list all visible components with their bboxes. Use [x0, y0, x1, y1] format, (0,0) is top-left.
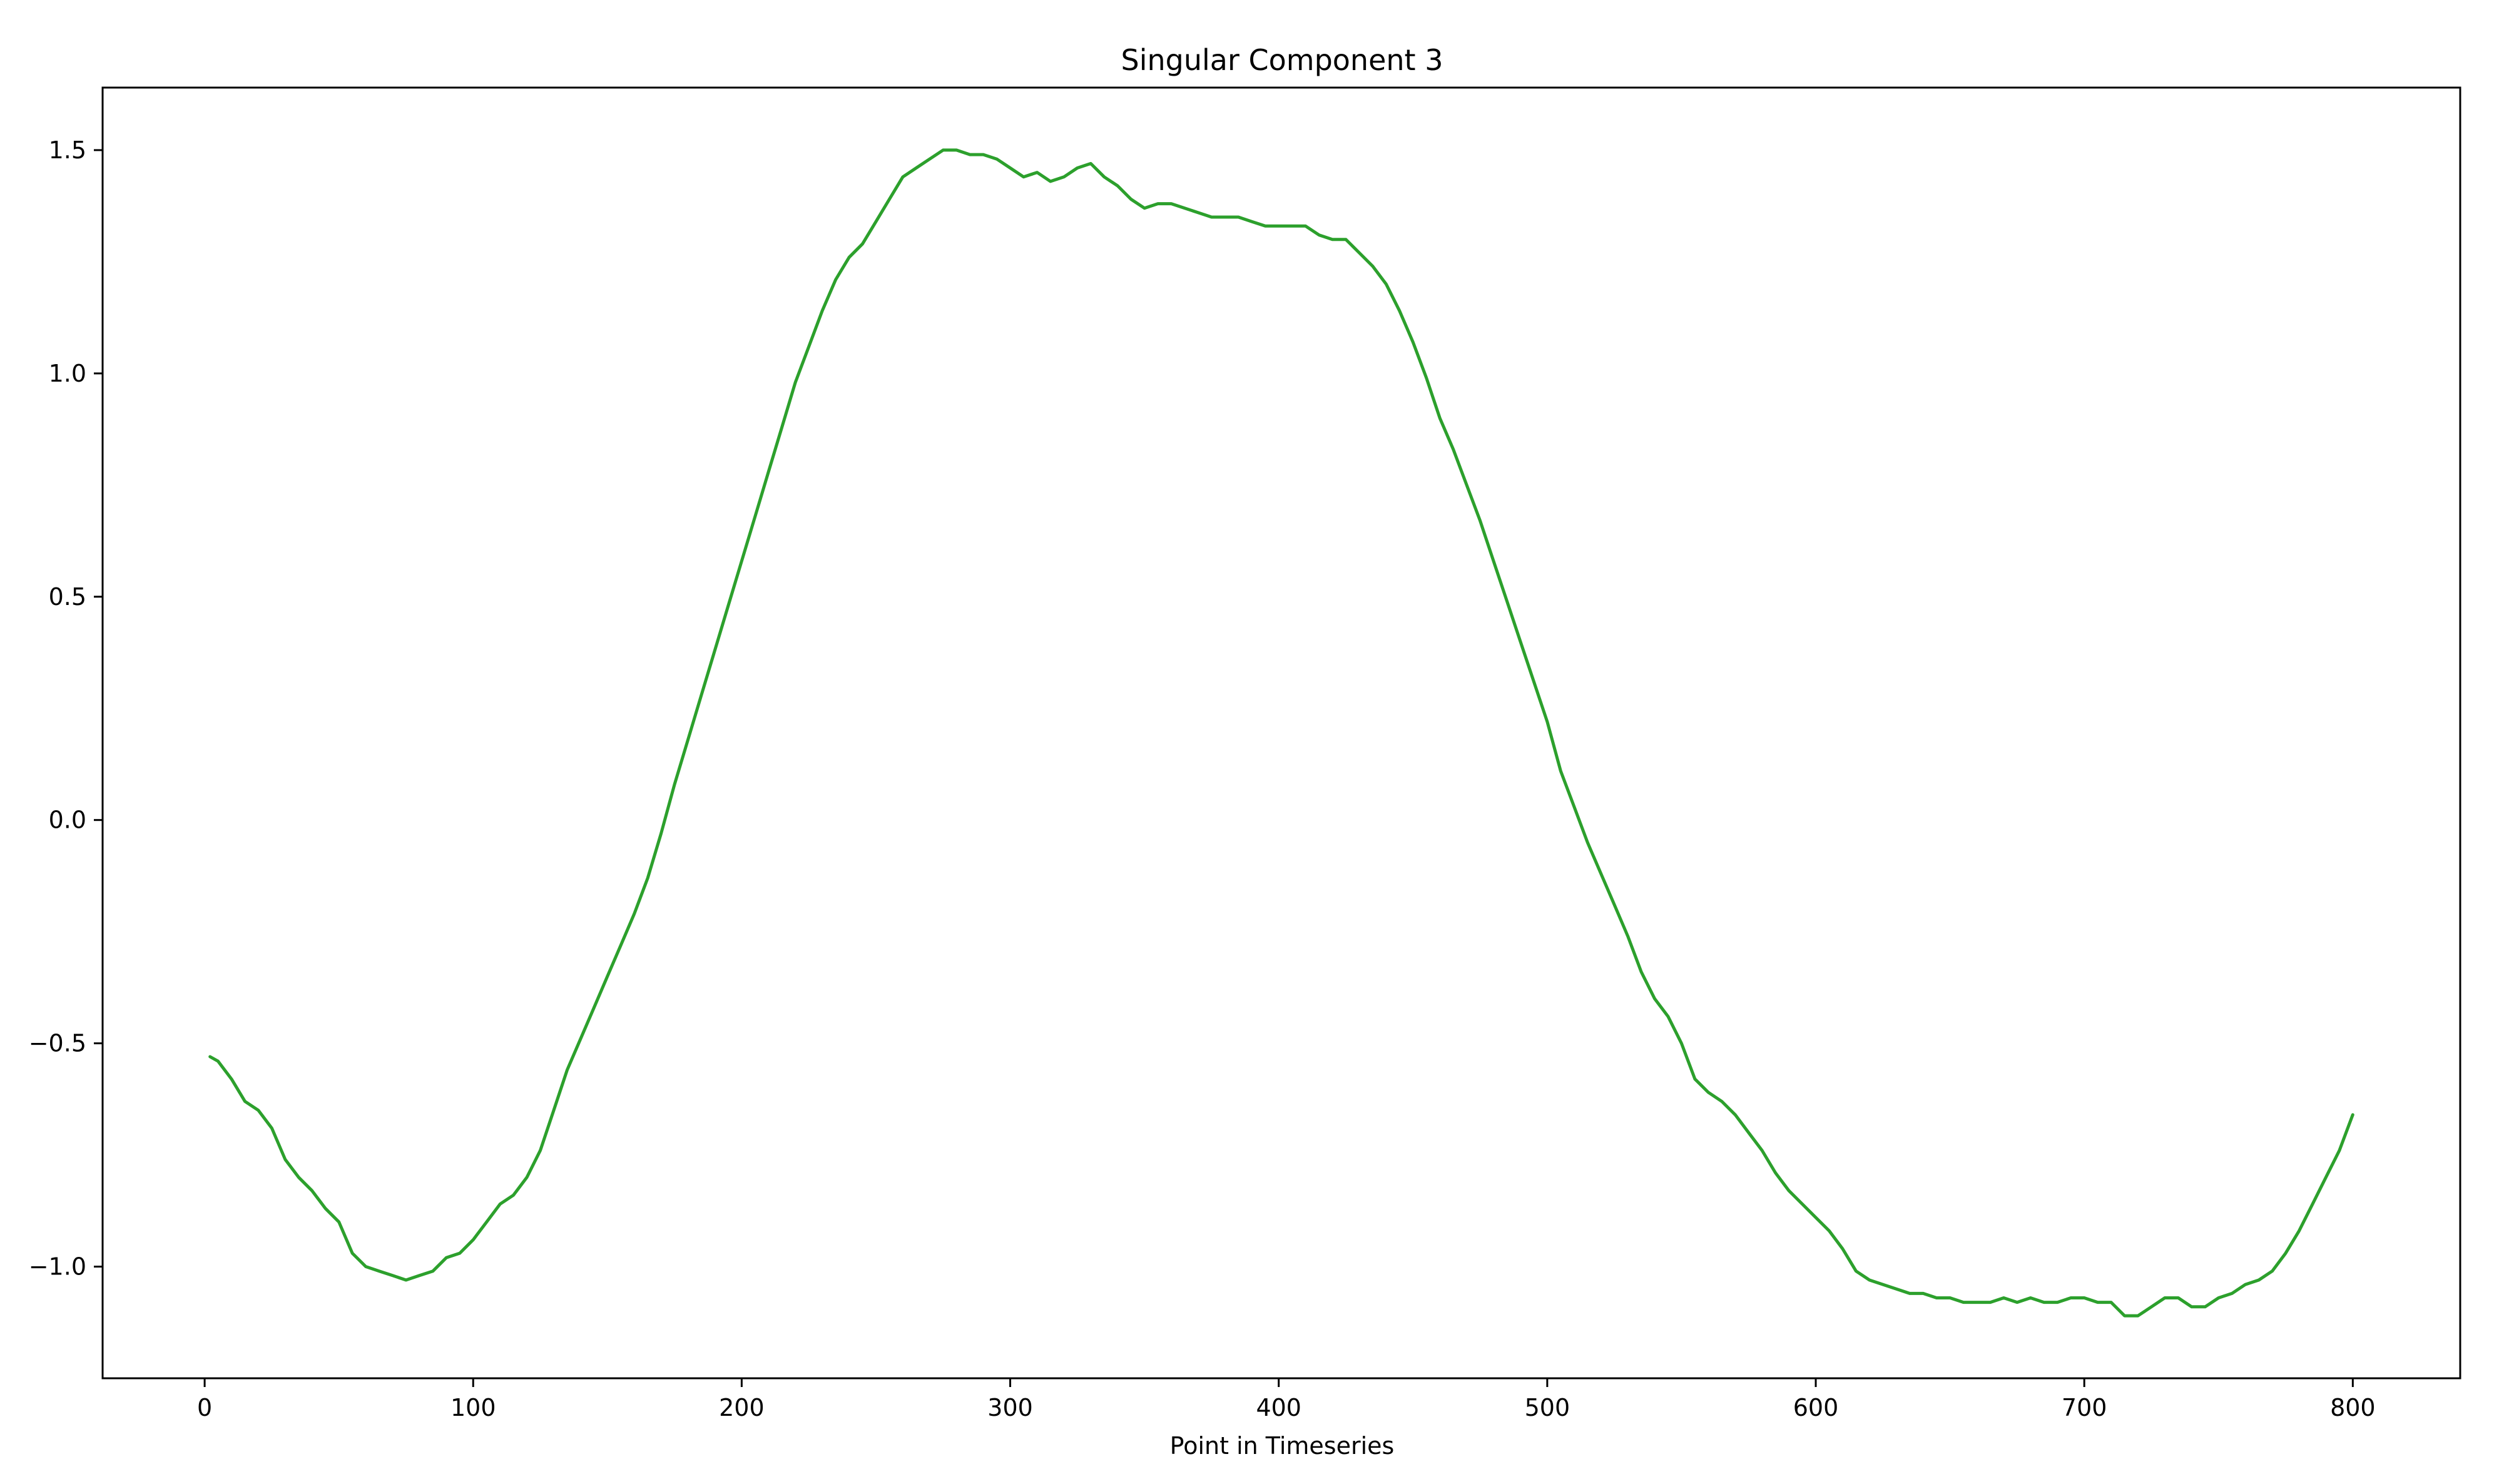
y-tick-label: 0.5: [49, 583, 86, 611]
y-tick-label: 0.0: [49, 806, 86, 834]
x-tick-label: 800: [2330, 1394, 2376, 1421]
series-line-1: [208, 148, 2354, 1318]
y-tick-label: −0.5: [29, 1030, 86, 1057]
x-tick-label: 400: [1256, 1394, 1301, 1421]
x-tick-label: 700: [2062, 1394, 2107, 1421]
y-axis: −1.0 −0.5 0.0 0.5 1.0 1.5: [29, 136, 103, 1281]
x-tick-label: 0: [197, 1394, 212, 1421]
x-tick-label: 200: [719, 1394, 765, 1421]
plot-area-frame: [101, 86, 2461, 1380]
x-tick-label: 600: [1793, 1394, 1839, 1421]
x-tick-label: 300: [987, 1394, 1033, 1421]
y-tick-label: 1.0: [49, 360, 86, 387]
x-axis-label: Point in Timeseries: [1170, 1432, 1395, 1460]
x-axis: 0 100 200 300 400 500 600 700 800: [197, 1378, 2376, 1421]
chart-title: Singular Component 3: [1121, 43, 1443, 77]
series-layer: [208, 148, 2354, 1318]
y-tick-label: 1.5: [49, 136, 86, 164]
x-tick-label: 500: [1525, 1394, 1570, 1421]
x-tick-label: 100: [450, 1394, 496, 1421]
y-tick-label: −1.0: [29, 1253, 86, 1281]
